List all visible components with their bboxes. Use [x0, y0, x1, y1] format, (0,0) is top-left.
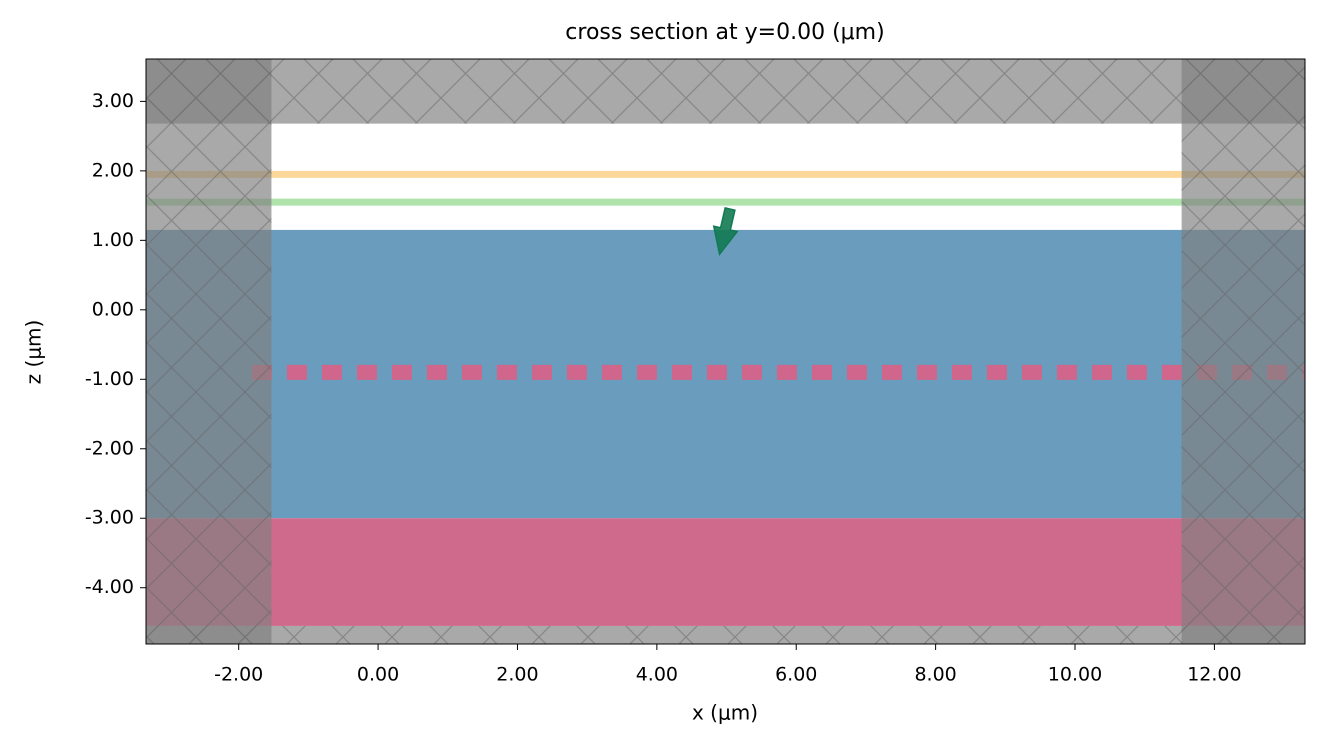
y-tick-label: -3.00 [85, 507, 134, 529]
chart-title: cross section at y=0.00 (μm) [565, 20, 884, 45]
y-tick-label: -4.00 [85, 576, 134, 598]
y-tick-label: 1.00 [92, 229, 134, 251]
x-tick-label: -2.00 [214, 664, 263, 686]
x-tick-label: 2.00 [496, 664, 538, 686]
pml-hatch [146, 59, 1305, 124]
structure [146, 518, 1305, 626]
x-tick-label: 4.00 [636, 664, 678, 686]
source-arrow [712, 207, 739, 256]
pml-hatch [146, 625, 1305, 644]
pml-hatch [1181, 59, 1305, 644]
x-tick-label: 6.00 [775, 664, 817, 686]
x-axis-label: x (μm) [692, 701, 758, 725]
x-tick-label: 0.00 [357, 664, 399, 686]
pml-hatch [146, 59, 272, 644]
x-tick-label: 8.00 [914, 664, 956, 686]
x-tick-label: 10.00 [1048, 664, 1102, 686]
y-tick-label: -1.00 [85, 368, 134, 390]
y-tick-label: 3.00 [92, 90, 134, 112]
x-tick-label: 12.00 [1187, 664, 1241, 686]
plot-area [146, 59, 1305, 644]
y-tick-label: 0.00 [92, 298, 134, 320]
axes-frame [145, 58, 1306, 645]
y-tick-label: -2.00 [85, 437, 134, 459]
y-tick-label: 2.00 [92, 159, 134, 181]
y-axis-label: z (μm) [22, 320, 46, 385]
